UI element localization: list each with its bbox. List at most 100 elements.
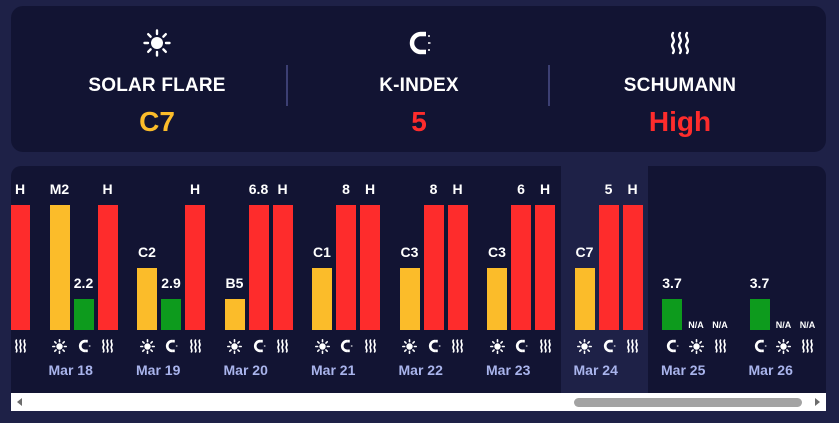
schumann-label: SCHUMANN (623, 75, 737, 96)
solar-bar (574, 268, 595, 330)
schumann-bar (447, 205, 468, 330)
day-column[interactable]: C3 8 H Mar 22 (386, 166, 474, 393)
divider (548, 65, 550, 106)
solar-value: C2 (138, 244, 156, 260)
waves-icon (12, 338, 28, 354)
schumann-value: H (452, 181, 463, 197)
waves-icon (275, 338, 291, 354)
solar-flare-summary: SOLAR FLARE C7 (21, 6, 293, 152)
schumann-value: H (189, 181, 201, 197)
solar-bar (49, 205, 70, 330)
waves-icon (537, 338, 553, 354)
day-date: Mar 26 (748, 362, 793, 378)
divider (286, 65, 288, 106)
sun-icon (21, 28, 293, 58)
solar-value: N/A (688, 320, 704, 330)
schumann-bar (535, 205, 555, 330)
day-column[interactable]: 3.7 N/A N/A Mar 25 (648, 166, 736, 393)
magnet-icon (251, 338, 267, 354)
waves-icon (187, 338, 203, 354)
kindex-value: 6 (517, 181, 525, 197)
solar-bar (399, 268, 420, 330)
kindex-value: 6.8 (248, 181, 269, 197)
k-index-value: 5 (411, 106, 427, 137)
waves-icon (100, 338, 116, 354)
kindex-bar (161, 299, 181, 330)
magnet-icon (752, 338, 768, 354)
schumann-value: H (539, 181, 551, 197)
day-date: Mar 18 (48, 362, 93, 378)
scroll-right-icon[interactable] (808, 393, 826, 411)
day-date: Mar 23 (486, 362, 531, 378)
solar-value: C3 (400, 244, 419, 260)
schumann-bar (360, 205, 380, 330)
day-column[interactable]: B5 6.8 H Mar 20 (211, 166, 299, 393)
schumann-value: H (14, 181, 26, 197)
waves-icon (800, 338, 816, 354)
solar-value: C3 (488, 244, 506, 260)
kindex-bar (423, 205, 444, 330)
day-column[interactable]: 3.7 N/A N/A Mar 26 (736, 166, 824, 393)
k-index-label: K-INDEX (379, 75, 459, 96)
solar-value: C7 (575, 244, 594, 260)
kindex-bar (511, 205, 531, 330)
schumann-value: H (277, 181, 288, 197)
day-column[interactable]: C1 8 H Mar 21 (298, 166, 386, 393)
sun-icon (314, 338, 330, 354)
kindex-bar (73, 299, 94, 330)
solar-bar (224, 299, 245, 330)
kindex-value: 2.2 (73, 275, 94, 291)
day-date: Mar 19 (136, 362, 181, 378)
kindex-value: 8 (342, 181, 350, 197)
kindex-value: 3.7 (662, 275, 682, 291)
day-column[interactable]: C2 2.9 H Mar 19 (123, 166, 211, 393)
day-date: Mar 21 (311, 362, 356, 378)
sun-icon (139, 338, 155, 354)
magnet-icon (513, 338, 529, 354)
day-column[interactable]: C3 6 H Mar 23 (473, 166, 561, 393)
solar-value: M2 (49, 181, 70, 197)
scroll-left-icon[interactable] (11, 393, 29, 411)
kindex-value: 5 (604, 181, 613, 197)
day-column[interactable]: H (11, 166, 36, 393)
schumann-bar (11, 205, 30, 330)
forecast-timeline[interactable]: H M2 2.2 H Mar 18 C2 2.9 H Mar 19 B5 6.8 H Mar 20 C1 8… (11, 166, 826, 393)
sun-icon (402, 338, 418, 354)
summary-panel: SOLAR FLARE C7 K-INDEX 5 SCHUMANN High (11, 6, 826, 152)
schumann-bar (97, 205, 118, 330)
day-date: Mar 22 (398, 362, 443, 378)
sun-icon (688, 338, 704, 354)
sun-icon (577, 338, 593, 354)
kindex-bar (598, 205, 619, 330)
magnet-icon (426, 338, 442, 354)
day-column[interactable]: C7 5 H Mar 24 (560, 166, 648, 393)
schumann-value: H (364, 181, 376, 197)
schumann-value: N/A (799, 320, 816, 330)
schumann-value: High (648, 106, 712, 137)
day-date: Mar 20 (223, 362, 268, 378)
waves-icon (362, 338, 378, 354)
magnet-icon (664, 338, 680, 354)
schumann-bar (272, 205, 293, 330)
sun-icon (776, 338, 792, 354)
k-index-summary: K-INDEX 5 (283, 6, 555, 152)
horizontal-scrollbar[interactable] (11, 393, 826, 411)
waves-icon (625, 338, 641, 354)
day-date: Mar 24 (573, 362, 618, 378)
solar-bar (312, 268, 332, 330)
schumann-bar (622, 205, 643, 330)
solar-value: N/A (775, 320, 792, 330)
schumann-value: N/A (712, 320, 728, 330)
solar-bar (137, 268, 157, 330)
magnet-icon (601, 338, 617, 354)
solar-bar (487, 268, 507, 330)
waves-icon (450, 338, 466, 354)
schumann-value: H (102, 181, 113, 197)
kindex-bar (662, 299, 682, 330)
sun-icon (52, 338, 68, 354)
waves-icon (712, 338, 728, 354)
day-column[interactable]: M2 2.2 H Mar 18 (36, 166, 124, 393)
kindex-value: 8 (429, 181, 438, 197)
scrollbar-thumb[interactable] (574, 398, 802, 407)
magnet-icon (283, 28, 555, 58)
